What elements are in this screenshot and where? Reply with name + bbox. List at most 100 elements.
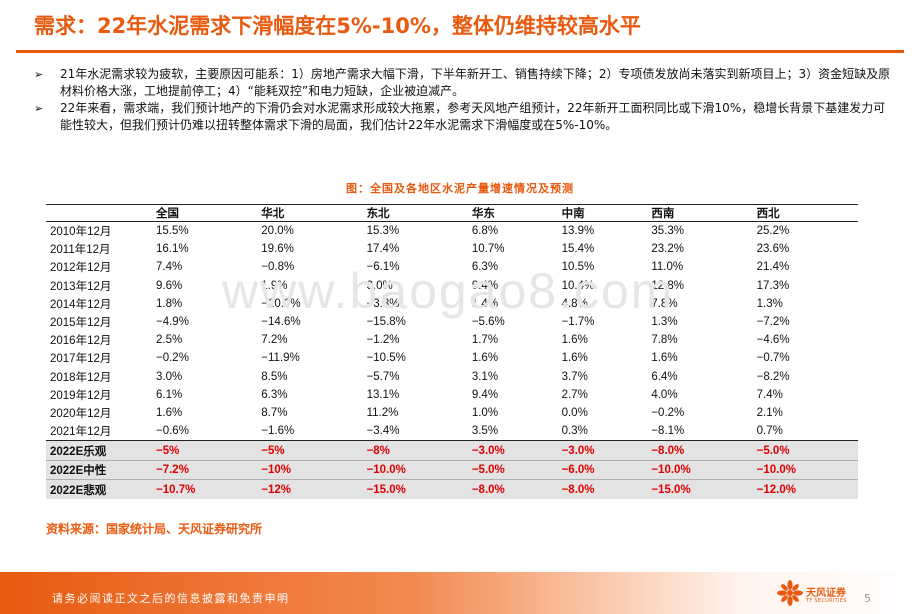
value-cell: 6.8% [471,225,499,238]
value-cell: −15.8% [366,316,406,329]
row-label-cell: 2018年12月 [50,371,112,384]
bullet-item: ➢ 21年水泥需求较为疲软，主要原因可能系：1）房地产需求大幅下滑，下半年新开工… [34,66,894,100]
row-label-cell: 2016年12月 [50,335,112,348]
value-cell: −0.2% [651,406,685,419]
value-cell: 0.7% [756,425,783,438]
value-cell: −5.6% [471,316,505,329]
row-label-cell: 2017年12月 [50,353,112,366]
value-cell: −3.0% [467,440,558,461]
value-cell: 1.6% [561,352,588,365]
value-cell: −10.0% [261,297,301,310]
value-cell: −7.2% [152,460,258,480]
row-label-cell: 2022E悲观 [46,479,152,499]
row-label-cell: 2015年12月 [50,317,112,330]
value-cell: 1.6% [561,334,588,347]
value-cell: −1.7% [561,316,595,329]
value-cell: 3.0% [366,279,393,292]
cement-growth-table: 全国 华北 东北 华东 中南 西南 西北 2010年12月 15.5% 20.0% 1… [46,204,858,499]
header-cell [46,205,152,222]
forecast-row: 2022E中性 −7.2% −10% −10.0% −5.0% −6.0% −10.0% −1… [46,460,858,480]
value-cell: 13.9% [561,225,595,238]
value-cell: 2.5% [156,334,183,347]
value-cell: 7.8% [651,334,678,347]
footer-bar [0,572,920,614]
value-cell: 9.6% [156,279,183,292]
header-cell: 中南 [561,208,585,220]
value-cell: 4.8% [561,297,588,310]
table-row: 2017年12月 −0.2% −11.9% −10.5% 1.6% 1.6% 1.6% −0.… [46,349,858,367]
table-row: 2020年12月 1.6% 8.7% 11.2% 1.0% 0.0% −0.2% 2.1% [46,404,858,422]
value-cell: 17.4% [366,243,400,256]
row-label-cell: 2012年12月 [50,262,112,275]
bullet-list: ➢ 21年水泥需求较为疲软，主要原因可能系：1）房地产需求大幅下滑，下半年新开工… [34,66,894,134]
value-cell: 20.0% [261,225,294,238]
tf-logo-icon [777,580,803,606]
table-header-row: 全国 华北 东北 华东 中南 西南 西北 [46,204,858,222]
table-row: 2021年12月 −0.6% −1.6% −3.4% 3.5% 0.3% −8.1% 0.7% [46,422,858,441]
value-cell: 1.8% [156,297,183,310]
value-cell: 17.3% [756,279,790,292]
value-cell: 1.6% [156,406,183,419]
value-cell: −0.7% [756,352,790,365]
header-cell: 西北 [756,208,780,220]
header-cell: 东北 [366,208,390,220]
row-label-cell: 2010年12月 [50,226,112,239]
value-cell: 13.1% [366,388,400,401]
value-cell: 10.7% [471,243,505,256]
value-cell: 9.4% [471,388,499,401]
value-cell: −8% [362,440,468,461]
value-cell: −0.6% [156,425,189,438]
value-cell: −3.4% [366,425,400,438]
value-cell: 2.1% [756,406,783,419]
value-cell: 7.4% [156,261,183,274]
page-number: 5 [864,592,871,605]
row-label-cell: 2022E乐观 [46,440,152,461]
value-cell: −14.6% [261,316,301,329]
value-cell: 15.4% [561,243,595,256]
value-cell: 11.2% [366,406,399,419]
value-cell: −10.5% [366,352,406,365]
value-cell: 16.1% [156,243,189,256]
source-note: 资料来源：国家统计局、天风证券研究所 [46,522,263,536]
value-cell: −12.0% [752,479,858,499]
value-cell: 0.3% [561,425,588,438]
header-cell: 西南 [651,208,675,220]
table-row: 2011年12月 16.1% 19.6% 17.4% 10.7% 15.4% 23.2% 23… [46,240,858,258]
table-row: 2014年12月 1.8% −10.0% −3.8% 1.4% 4.8% 7.8% 1.3% [46,295,858,313]
value-cell: 7.4% [756,388,783,401]
value-cell: 3.0% [156,370,183,383]
value-cell: −1.6% [261,425,295,438]
value-cell: −10.7% [152,479,258,499]
row-label-cell: 2019年12月 [50,389,112,402]
value-cell: −7.2% [756,316,790,329]
arrow-bullet-icon: ➢ [34,102,44,115]
forecast-row: 2022E乐观 −5% −5% −8% −3.0% −3.0% −8.0% −5.0% [46,440,858,461]
value-cell: −6.0% [557,460,648,480]
table-row: 2013年12月 9.6% 1.9% 3.0% 9.4% 10.4% 12.8% 17.3% [46,277,858,295]
value-cell: −8.0% [647,440,753,461]
table-caption: 图：全国及各地区水泥产量增速情况及预测 [346,182,574,195]
value-cell: −8.2% [756,370,790,383]
value-cell: 4.0% [651,388,678,401]
value-cell: 1.6% [471,352,499,365]
value-cell: −15.0% [362,479,468,499]
value-cell: 6.1% [156,388,183,401]
header-cell: 华北 [261,208,285,220]
value-cell: 8.7% [261,406,288,419]
row-label-cell: 2013年12月 [50,280,112,293]
value-cell: −11.9% [261,352,300,365]
value-cell: 10.4% [561,279,595,292]
forecast-row: 2022E悲观 −10.7% −12% −15.0% −8.0% −8.0% −15.0% −… [46,479,858,499]
value-cell: −10.0% [362,460,468,480]
value-cell: 1.7% [471,334,499,347]
value-cell: 7.8% [651,297,678,310]
value-cell: −5.0% [467,460,558,480]
value-cell: 35.3% [651,225,684,238]
header-cell: 华东 [471,208,495,220]
value-cell: 6.3% [471,261,499,274]
value-cell: 1.3% [651,316,678,329]
value-cell: −3.8% [366,297,400,310]
value-cell: 7.2% [261,334,288,347]
table-row: 2018年12月 3.0% 8.5% −5.7% 3.1% 3.7% 6.4% −8.2% [46,368,858,386]
value-cell: −8.0% [557,479,648,499]
